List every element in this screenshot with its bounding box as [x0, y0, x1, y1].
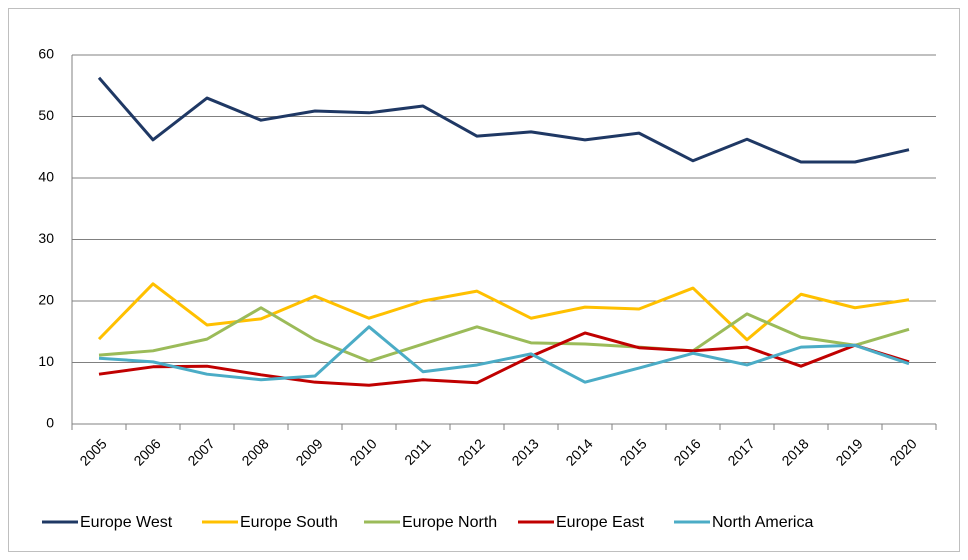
series-line [98, 306, 910, 363]
y-tick-label: 50 [38, 107, 54, 123]
y-tick-label: 60 [38, 46, 54, 62]
legend-label: Europe West [80, 514, 173, 531]
legend-label: Europe North [402, 514, 497, 531]
y-tick-label: 30 [38, 230, 54, 246]
legend-label: Europe East [556, 514, 645, 531]
y-tick-label: 40 [38, 169, 54, 185]
y-tick-label: 20 [38, 292, 54, 308]
y-tick-label: 0 [46, 415, 54, 431]
chart-frame [8, 8, 960, 552]
series-line [98, 325, 910, 384]
series-line [97, 76, 910, 164]
legend-label: North America [712, 514, 813, 531]
y-tick-label: 10 [38, 353, 54, 369]
legend-label: Europe South [240, 514, 338, 531]
